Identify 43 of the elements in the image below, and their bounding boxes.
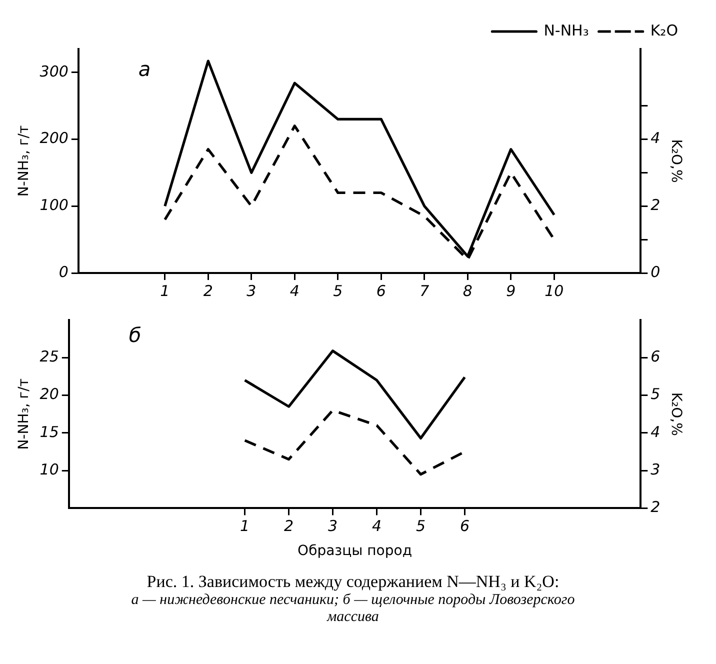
x-tick-label: 4 [372,517,382,536]
y2-tick-label: 2 [650,196,660,214]
y2-tick-label: 3 [650,460,660,478]
annotation: а [138,57,151,82]
y-tick-label: 300 [40,62,68,80]
x-tick-label: 2 [284,517,294,536]
x-tick-label: 1 [240,517,250,536]
x-tick-label: 5 [416,517,426,536]
legend-label: K₂O [650,21,678,40]
x-tick-label: 3 [246,282,256,300]
x-tick-label: 2 [203,282,213,300]
y2-tick-label: 4 [650,129,660,148]
text: Рис. 1. Зависимость между содержанием N—NH₃ и K₂O: [146,572,560,592]
y2-axis-title: K₂O,% [668,139,684,183]
y-tick-label: 15 [40,422,59,441]
y-tick-label: 200 [40,129,68,148]
x-tick-label: 9 [506,282,516,300]
x-axis-title: Образцы пород [298,543,412,560]
x-tick-label: 7 [420,282,430,300]
x-tick-label: 8 [462,282,472,300]
annotation: б [128,323,142,347]
y2-tick-label: 6 [650,348,660,366]
x-tick-label: 6 [376,282,386,300]
text: а — нижнедевонские песчаники; б — щелочные породы Ловозерского массива [130,592,576,626]
y-axis-title: N-NH₃, г/т [16,378,32,450]
x-tick-label: 6 [460,517,470,536]
y-tick-label: 25 [40,348,59,366]
y2-tick-label: 2 [650,498,660,516]
x-tick-label: 1 [160,282,170,300]
y-axis-title: N-NH₃, г/т [16,125,32,197]
y2-tick-label: 4 [650,422,660,441]
legend-label: N-NH₃ [544,21,589,40]
x-tick-label: 3 [328,517,338,536]
x-tick-label: 5 [333,282,343,300]
y2-tick-label: 5 [650,385,660,404]
y-tick-label: 20 [40,385,59,404]
y2-tick-label: 0 [650,262,660,281]
x-tick-label: 4 [290,282,300,300]
y-tick-label: 0 [58,262,68,281]
x-tick-label: 10 [544,282,564,300]
y-tick-label: 10 [40,460,59,478]
y2-axis-title: K₂O,% [668,392,684,436]
y-tick-label: 100 [40,196,68,214]
